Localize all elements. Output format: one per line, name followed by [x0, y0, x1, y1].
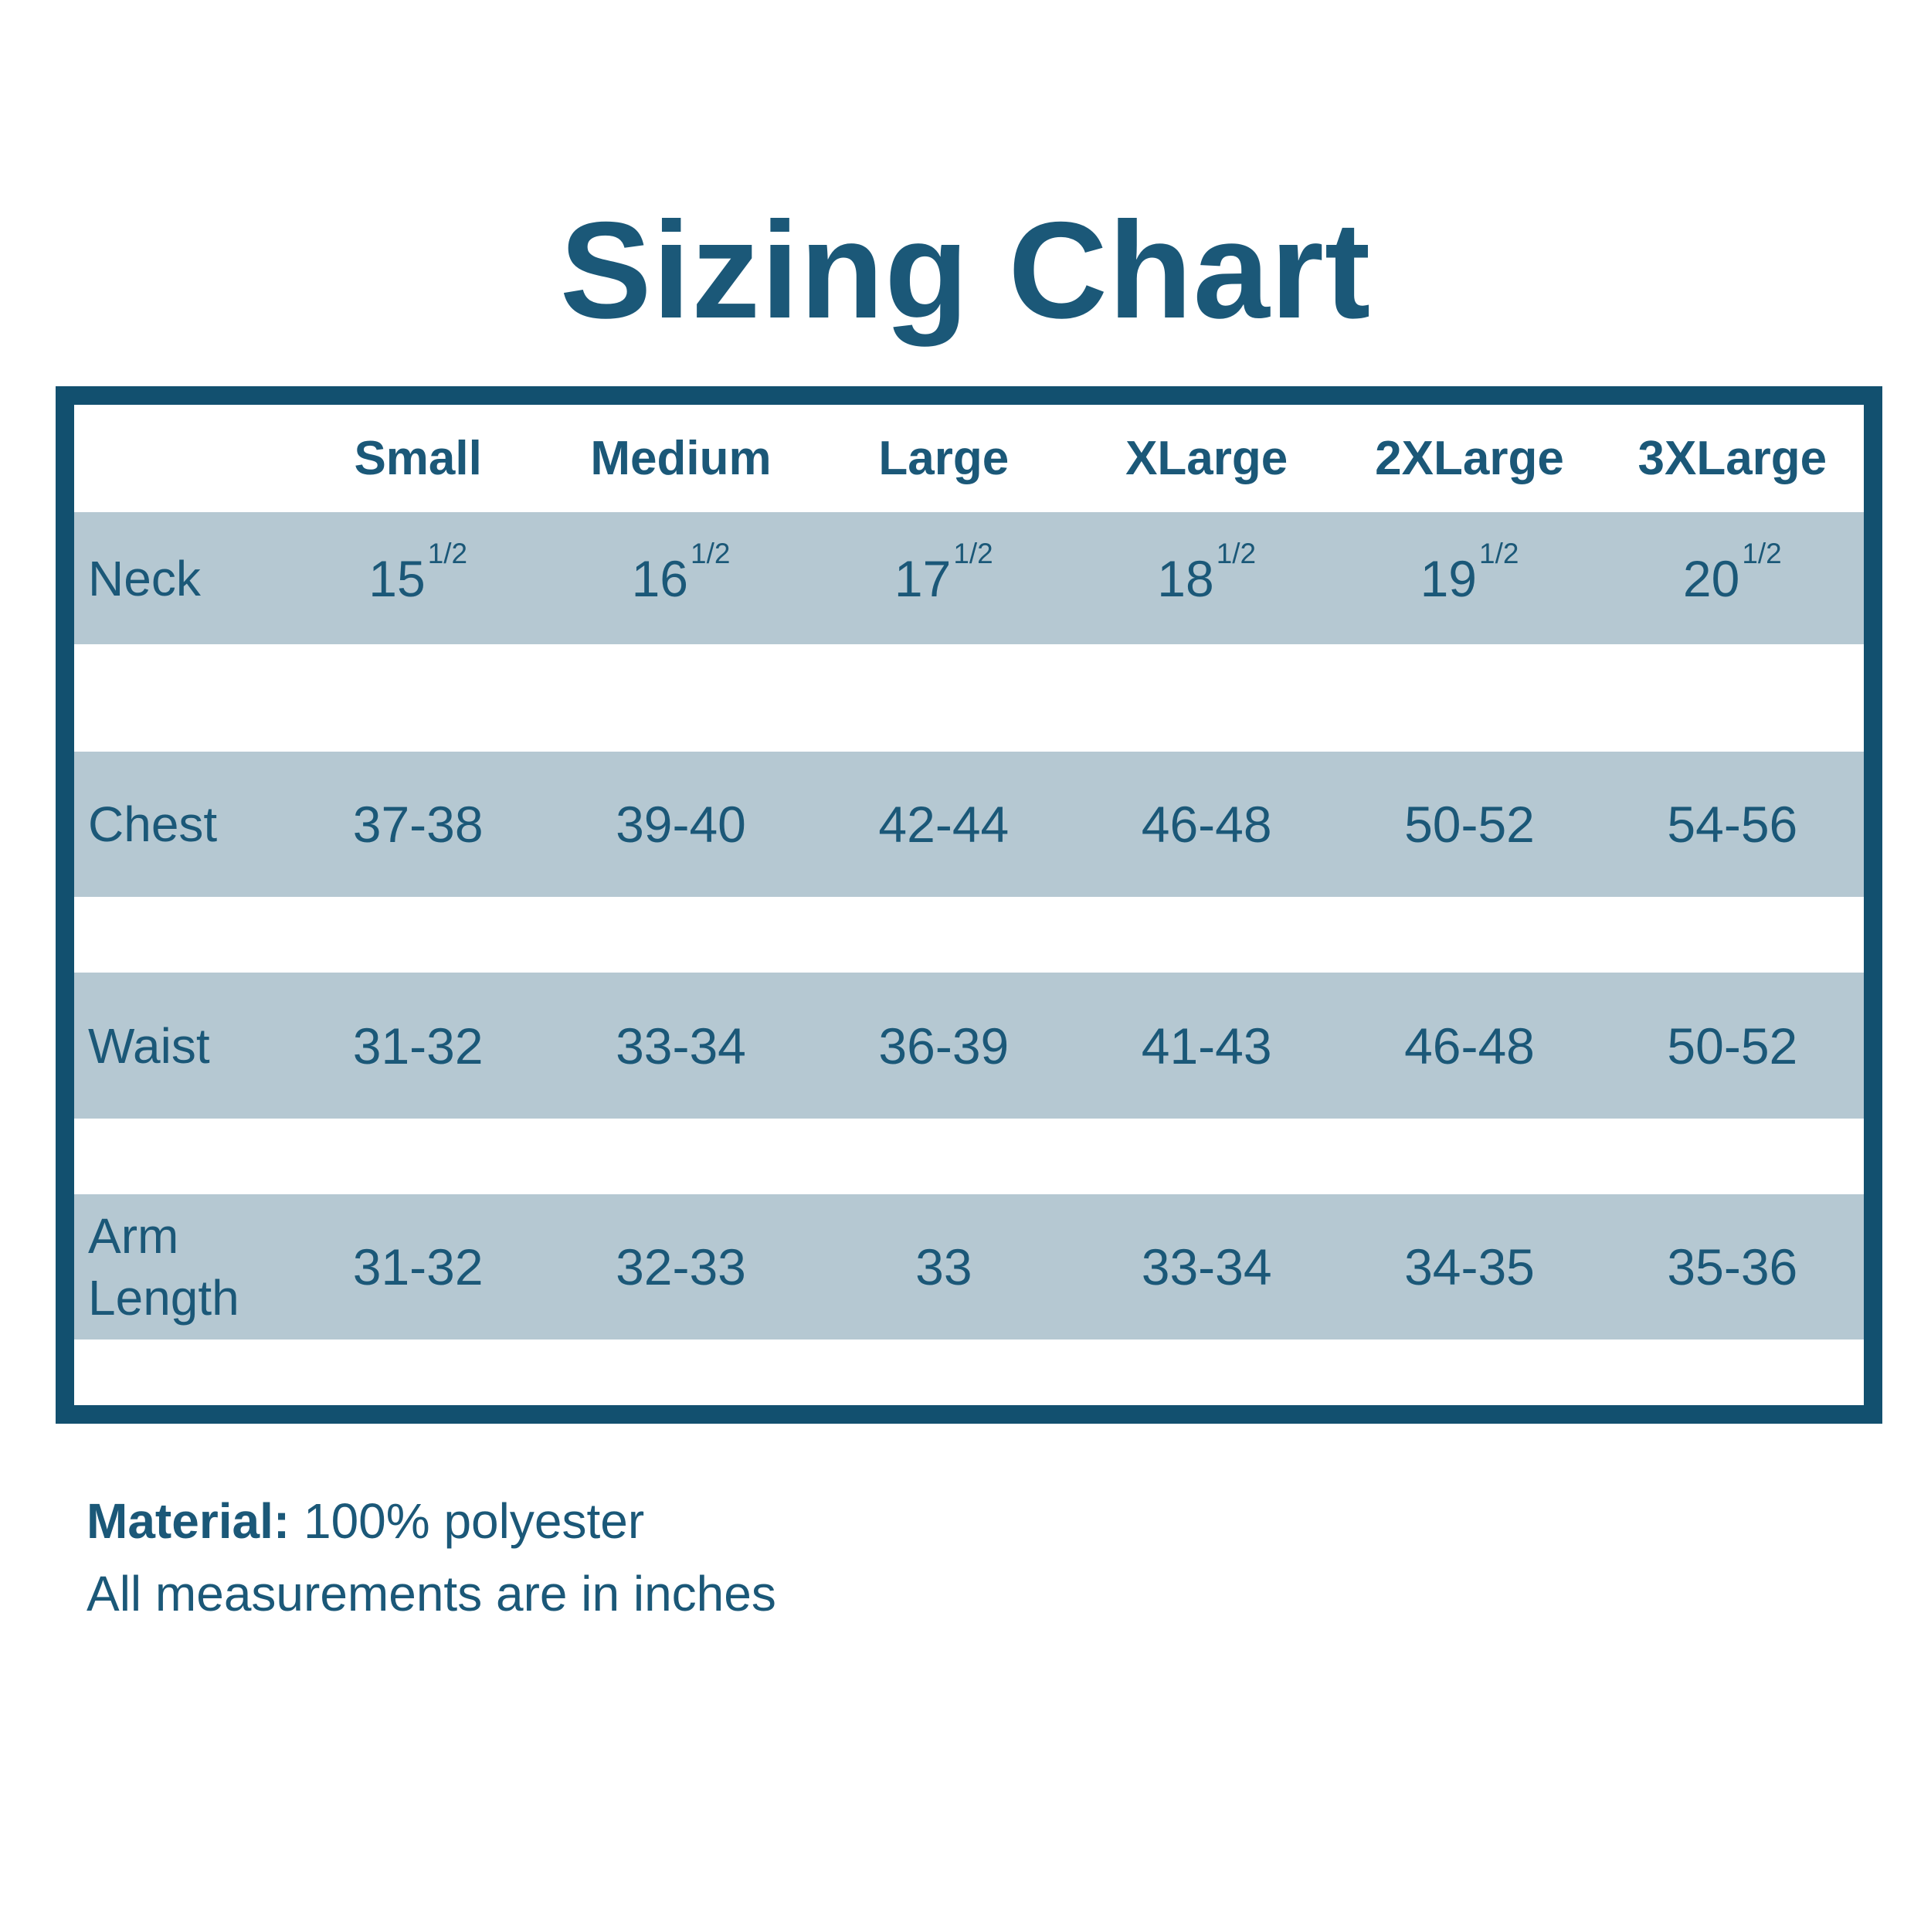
- table-row-chest: Chest 37-38 39-40 42-44 46-48 50-52 54-5…: [74, 752, 1864, 897]
- waist-large: 36-39: [878, 1017, 1010, 1075]
- chest-2xlarge: 50-52: [1404, 796, 1535, 853]
- spacer-row: [74, 1119, 1864, 1194]
- row-label-neck: Neck: [88, 550, 201, 606]
- chest-medium: 39-40: [616, 796, 746, 853]
- material-value: 100% polyester: [303, 1493, 645, 1549]
- column-header-small: Small: [354, 432, 482, 485]
- fraction-half: 1/2: [953, 538, 993, 570]
- column-header-medium: Medium: [590, 432, 772, 485]
- row-label-chest: Chest: [88, 796, 218, 852]
- row-label-arm-length: Arm Length: [88, 1208, 239, 1326]
- waist-medium: 33-34: [616, 1017, 746, 1075]
- arm-length-medium: 32-33: [616, 1238, 746, 1295]
- material-label: Material:: [87, 1493, 290, 1549]
- arm-length-small: 31-32: [352, 1238, 484, 1295]
- waist-3xlarge: 50-52: [1667, 1017, 1798, 1075]
- column-header-xlarge: XLarge: [1125, 432, 1288, 485]
- waist-2xlarge: 46-48: [1404, 1017, 1535, 1075]
- sizing-table: Small Medium Large XLarge 2XLarge 3XLarg…: [56, 386, 1882, 1424]
- waist-xlarge: 41-43: [1141, 1017, 1272, 1075]
- neck-2xlarge: 191/2: [1420, 538, 1519, 607]
- table-row-waist: Waist 31-32 33-34 36-39 41-43 46-48 50-5…: [74, 973, 1864, 1119]
- measurements-note: All measurements are in inches: [87, 1566, 776, 1621]
- neck-large: 171/2: [894, 538, 993, 607]
- fraction-half: 1/2: [1216, 538, 1257, 570]
- spacer-row: [74, 644, 1864, 752]
- waist-small: 31-32: [352, 1017, 484, 1075]
- footer-notes: Material: 100% polyester All measurement…: [87, 1485, 776, 1630]
- spacer-row: [74, 1339, 1864, 1405]
- arm-length-xlarge: 33-34: [1141, 1238, 1272, 1295]
- table-row-neck: Neck 151/2 161/2 171/2 181/2 191/2 201/2: [74, 512, 1864, 644]
- neck-medium: 161/2: [631, 538, 731, 607]
- column-header-large: Large: [878, 432, 1010, 485]
- fraction-half: 1/2: [1479, 538, 1519, 570]
- column-header-3xlarge: 3XLarge: [1637, 432, 1827, 485]
- arm-length-2xlarge: 34-35: [1404, 1238, 1535, 1295]
- fraction-half: 1/2: [1742, 538, 1782, 570]
- arm-length-large: 33: [915, 1238, 972, 1295]
- table-row-arm-length: Arm Length 31-32 32-33 33 33-34 34-35 35…: [74, 1194, 1864, 1339]
- spacer-row: [74, 897, 1864, 973]
- table-header-row: Small Medium Large XLarge 2XLarge 3XLarg…: [74, 405, 1864, 512]
- neck-small: 151/2: [368, 538, 468, 607]
- chest-small: 37-38: [352, 796, 484, 853]
- row-label-waist: Waist: [88, 1017, 210, 1074]
- column-header-2xlarge: 2XLarge: [1375, 432, 1564, 485]
- chest-large: 42-44: [878, 796, 1010, 853]
- arm-length-3xlarge: 35-36: [1667, 1238, 1798, 1295]
- page-title: Sizing Chart: [559, 193, 1372, 347]
- fraction-half: 1/2: [691, 538, 731, 570]
- chest-3xlarge: 54-56: [1667, 796, 1798, 853]
- fraction-half: 1/2: [427, 538, 468, 570]
- neck-xlarge: 181/2: [1157, 538, 1257, 607]
- material-line: Material: 100% polyester: [87, 1485, 776, 1557]
- chest-xlarge: 46-48: [1141, 796, 1272, 853]
- neck-3xlarge: 201/2: [1682, 538, 1782, 607]
